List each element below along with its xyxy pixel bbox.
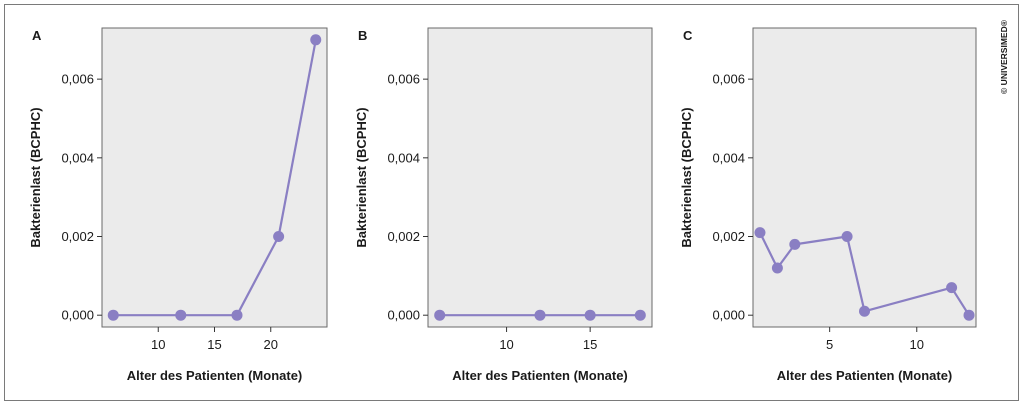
- copyright-notice: © UNIVERSIMED®: [999, 19, 1009, 94]
- panel-b-plot-area: [427, 27, 653, 328]
- panel-b-data-point: [534, 309, 546, 321]
- panel-c-xtick-label: 10: [910, 337, 924, 352]
- panel-c-ytick-label: 0,006: [712, 72, 745, 87]
- panel-c-ytick-label: 0,000: [712, 308, 745, 323]
- panel-c-data-point: [859, 305, 870, 317]
- panel-c-xtick-label: 5: [826, 337, 833, 352]
- panel-c-data-point: [771, 262, 783, 274]
- panel-c-ytick-label: 0,004: [712, 150, 745, 165]
- panel-b-data-point: [634, 309, 646, 321]
- panel-a-plot-area: [101, 27, 328, 328]
- panel-c-data-point: [754, 227, 766, 239]
- panel-b-x-axis-label: Alter des Patienten (Monate): [452, 368, 628, 383]
- panel-b-ytick-label: 0,000: [387, 308, 420, 323]
- panel-a-data-point: [231, 309, 243, 321]
- panel-a-ytick-label: 0,004: [61, 150, 94, 165]
- panel-b-xtick-label: 10: [499, 337, 513, 352]
- panel-c-letter: C: [683, 28, 693, 43]
- panel-a-data-point: [107, 309, 119, 321]
- panel-b-data-point: [434, 309, 446, 321]
- panel-b-ytick-label: 0,004: [387, 150, 420, 165]
- panel-a-xtick-label: 15: [207, 337, 221, 352]
- panel-a-data-point: [273, 231, 285, 243]
- panel-c-data-point: [789, 238, 801, 250]
- panel-c-data-point: [963, 309, 975, 321]
- panel-a-y-axis-label: Bakterienlast (BCPHC): [28, 107, 43, 247]
- panel-c-ytick-label: 0,002: [712, 229, 745, 244]
- panel-a-x-axis-label: Alter des Patienten (Monate): [127, 368, 303, 383]
- panel-b-xtick-label: 15: [583, 337, 597, 352]
- panel-a-ytick-label: 0,002: [61, 229, 94, 244]
- panel-a-letter: A: [32, 28, 42, 43]
- panel-b-y-axis-label: Bakterienlast (BCPHC): [354, 107, 369, 247]
- panel-b-ytick-label: 0,006: [387, 72, 420, 87]
- panel-c-y-axis-label: Bakterienlast (BCPHC): [679, 107, 694, 247]
- panel-a-xtick-label: 10: [151, 337, 165, 352]
- panel-c-data-point: [841, 231, 853, 243]
- panel-a-ytick-label: 0,006: [61, 72, 94, 87]
- panel-a-ytick-label: 0,000: [61, 308, 94, 323]
- panel-b-ytick-label: 0,002: [387, 229, 420, 244]
- panel-c-plot-area: [752, 27, 977, 328]
- panel-c-x-axis-label: Alter des Patienten (Monate): [777, 368, 953, 383]
- panel-b-data-point: [584, 309, 596, 321]
- panel-c-data-point: [946, 282, 958, 294]
- panel-a-xtick-label: 20: [264, 337, 278, 352]
- panel-a-data-point: [310, 34, 322, 46]
- panel-a-data-point: [175, 309, 187, 321]
- panel-b-letter: B: [358, 28, 367, 43]
